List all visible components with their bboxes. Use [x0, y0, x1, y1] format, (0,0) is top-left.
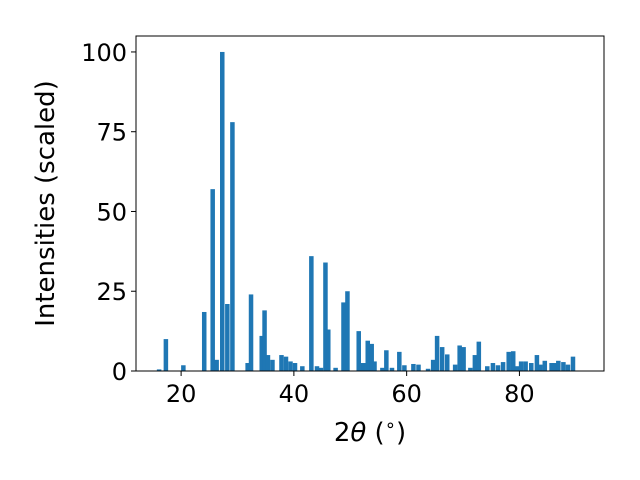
bar: [542, 360, 548, 371]
bar: [163, 339, 169, 371]
x-tick-label: 60: [391, 380, 422, 408]
bar: [495, 365, 501, 371]
bar: [523, 361, 528, 371]
bar: [510, 351, 516, 371]
bar: [214, 359, 219, 371]
bar: [472, 355, 478, 371]
bar: [365, 340, 370, 371]
bar: [360, 363, 366, 371]
bar: [485, 366, 490, 371]
bar: [283, 356, 289, 371]
bar: [389, 367, 395, 371]
bar: [425, 368, 431, 371]
bar: [318, 367, 324, 371]
bar: [434, 335, 440, 371]
bar: [265, 355, 271, 371]
bar: [270, 359, 275, 371]
y-tick-label: 100: [81, 39, 127, 67]
bar: [444, 354, 450, 371]
bar: [552, 363, 557, 371]
bar: [538, 364, 543, 371]
bar-series: [156, 51, 576, 371]
x-axis-label-part: ∘: [385, 415, 396, 436]
bar: [452, 364, 458, 371]
bar: [309, 256, 314, 371]
plot-frame: [135, 35, 605, 372]
bar: [220, 51, 225, 371]
bar: [457, 345, 462, 371]
bar: [570, 356, 576, 371]
bar: [506, 351, 511, 371]
bar: [561, 362, 566, 371]
bar: [292, 363, 298, 371]
bar: [225, 304, 230, 371]
bar: [384, 350, 389, 371]
bar: [372, 361, 377, 371]
bar: [201, 311, 207, 371]
bar: [279, 355, 284, 371]
x-axis-label-part: ): [396, 418, 406, 448]
bar: [262, 310, 267, 371]
x-tick-label: 40: [279, 380, 310, 408]
bar: [248, 294, 254, 371]
x-axis-label-part: 2: [334, 418, 351, 448]
bar: [476, 341, 482, 371]
bar: [402, 365, 407, 371]
bar: [369, 343, 374, 371]
bar: [341, 302, 346, 371]
bar: [345, 291, 350, 371]
bar: [439, 347, 445, 371]
bar: [356, 331, 361, 371]
y-tick-label: 25: [96, 278, 127, 306]
bar: [556, 360, 561, 371]
bar: [333, 367, 338, 371]
bar: [326, 329, 331, 371]
bar: [468, 367, 473, 371]
bar: [156, 369, 162, 371]
y-tick-label: 0: [112, 358, 127, 386]
bar: [500, 362, 506, 371]
x-axis-label-part: θ: [350, 418, 366, 448]
x-axis-label-part: (: [366, 418, 384, 448]
bar: [323, 262, 328, 371]
bar: [230, 122, 235, 371]
bar: [181, 365, 186, 371]
bar: [411, 363, 416, 371]
bar: [288, 361, 293, 371]
bar: [490, 363, 496, 371]
bar: [245, 363, 250, 371]
bar: [210, 189, 215, 371]
bar: [529, 363, 534, 371]
y-tick-label: 75: [96, 119, 127, 147]
bar: [416, 364, 421, 371]
y-axis-label: Intensities (scaled): [31, 80, 61, 327]
x-tick-label: 80: [504, 380, 535, 408]
bar: [380, 367, 385, 371]
bar: [514, 366, 520, 371]
bar: [461, 347, 466, 371]
bar: [259, 335, 264, 371]
x-axis-ticks: 20 40 60 80: [166, 371, 535, 408]
bar: [565, 364, 571, 371]
bar: [549, 363, 554, 371]
bar: [534, 355, 540, 371]
bar: [300, 366, 305, 371]
y-axis-ticks: 0 25 50 75 100: [81, 39, 136, 386]
y-tick-label: 50: [96, 198, 127, 226]
x-axis-label: 2θ (∘): [334, 415, 406, 449]
bar: [430, 359, 436, 371]
bar: [518, 361, 524, 371]
x-tick-label: 20: [166, 380, 197, 408]
bar: [314, 366, 320, 371]
bar: [397, 351, 402, 371]
